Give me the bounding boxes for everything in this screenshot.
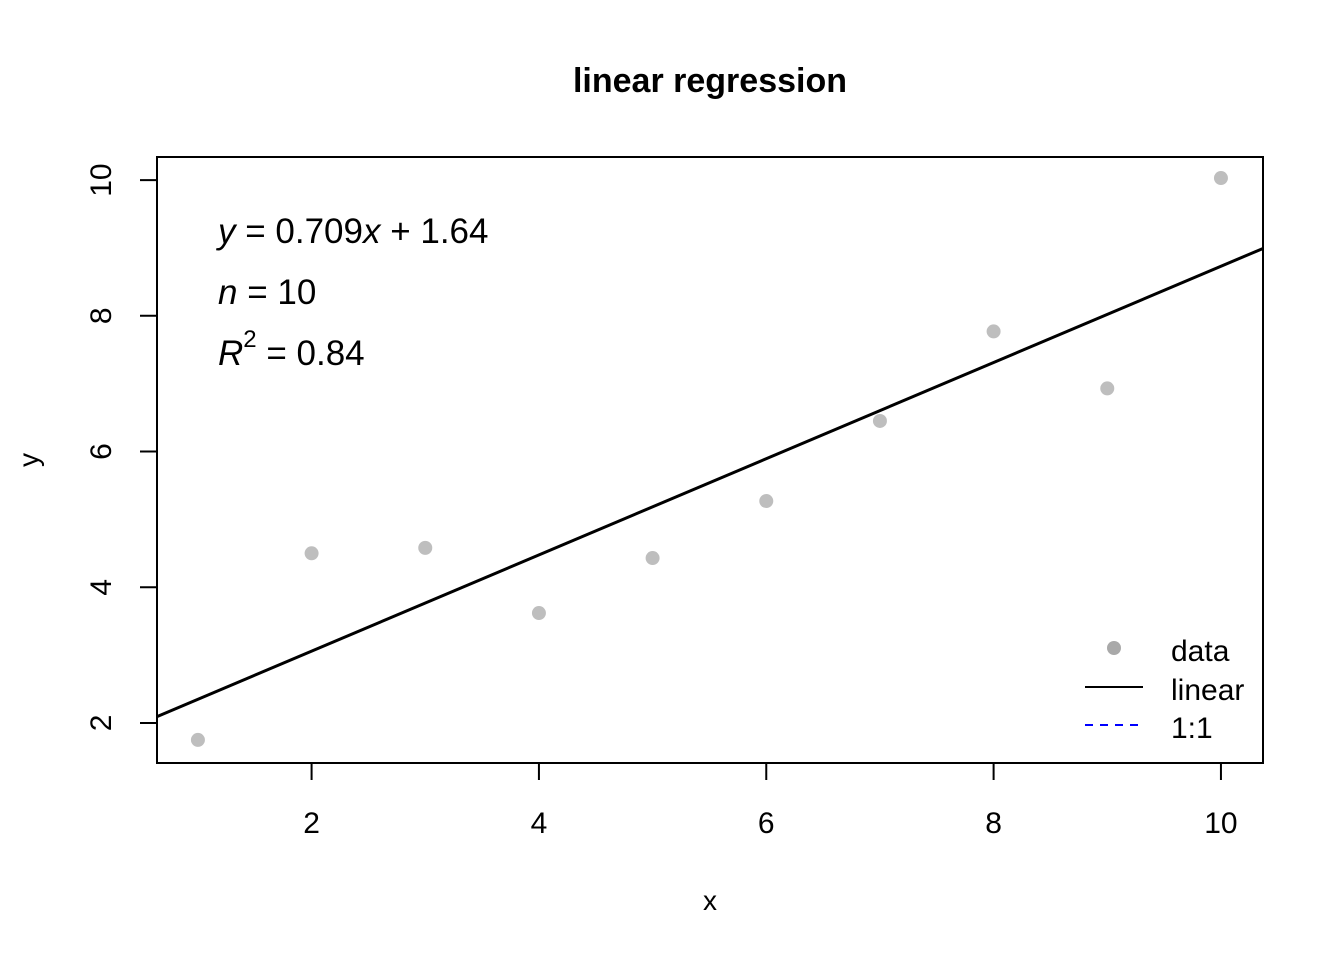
y-axis-label: y [13,453,44,467]
data-point [645,551,660,566]
y-tick-label: 8 [85,307,118,324]
chart-title: linear regression [573,62,847,100]
data-point [759,494,774,509]
x-tick-label: 6 [758,807,775,840]
y-tick-label: 6 [85,443,118,460]
y-tick-label: 2 [85,715,118,732]
equation-annotation: y = 0.709x + 1.64 [216,212,489,251]
data-point [531,606,546,621]
y-tick-label: 10 [85,163,118,196]
data-point [986,324,1001,339]
x-tick-label: 2 [303,807,320,840]
regression-line [156,247,1264,718]
r2-annotation: R2 = 0.84 [218,326,365,373]
data-point [418,540,433,555]
y-tick-label: 4 [85,579,118,596]
data-point [190,732,205,747]
x-tick-label: 4 [531,807,548,840]
data-point [1100,381,1115,396]
legend-point-symbol [1107,641,1121,655]
data-point [304,546,319,561]
legend-label-1to1: 1:1 [1171,712,1213,745]
data-point [1213,171,1228,186]
x-axis-label: x [703,885,717,916]
data-point [872,413,887,428]
legend-label-data: data [1171,635,1230,668]
plot-frame [156,156,1264,764]
legend: data linear 1:1 [1085,635,1244,745]
legend-label-linear: linear [1171,674,1244,707]
x-tick-label: 8 [985,807,1002,840]
n-annotation: n = 10 [218,273,316,312]
x-tick-label: 10 [1204,807,1237,840]
